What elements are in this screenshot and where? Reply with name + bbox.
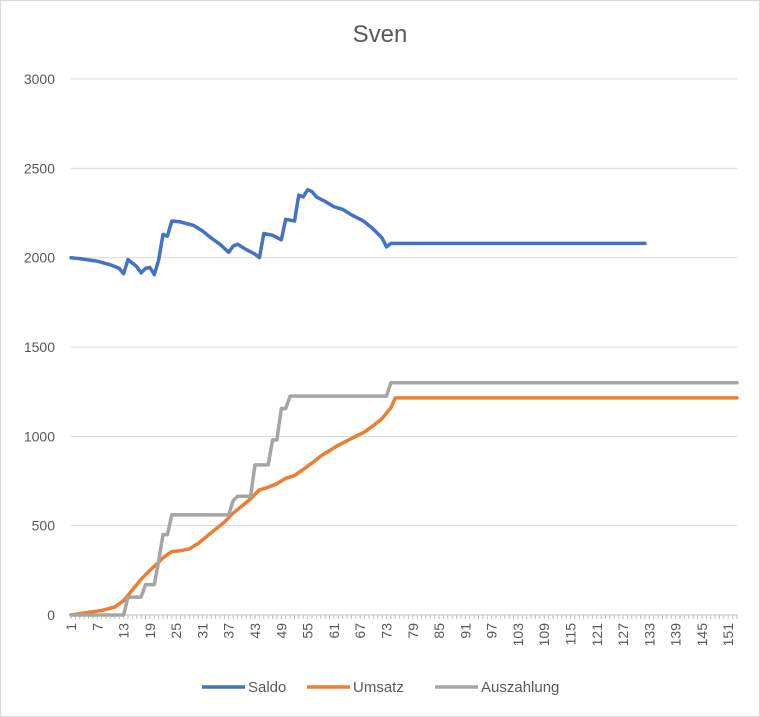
x-tick-label: 145 [694,623,710,647]
x-tick-label: 127 [615,623,631,647]
y-tick-label: 1500 [24,339,55,355]
y-tick-label: 0 [47,607,55,623]
x-tick-label: 67 [352,623,368,639]
x-tick-label: 109 [536,623,552,647]
x-tick-label: 115 [563,623,579,646]
y-tick-label: 2000 [24,250,55,266]
legend-label: Saldo [248,679,286,696]
x-tick-label: 73 [378,623,394,639]
x-tick-label: 79 [405,623,421,639]
series-line-umsatz [69,396,739,617]
x-tick-label: 91 [457,623,473,639]
legend-label: Auszahlung [481,679,559,696]
chart-title: Sven [352,21,408,48]
series-line-saldo [69,188,647,277]
x-tick-label: 43 [247,623,263,639]
x-tick-label: 49 [273,623,289,639]
x-tick-label: 133 [641,623,657,647]
x-tick-label: 103 [510,623,526,647]
x-tick-label: 97 [484,623,500,639]
x-tick-label: 25 [168,623,184,639]
legend-label: Umsatz [353,679,404,696]
x-tick-label: 139 [668,623,684,647]
x-tick-label: 151 [720,623,736,647]
x-tick-label: 19 [142,623,158,639]
x-tick-label: 61 [326,623,342,639]
x-tick-label: 31 [194,623,210,639]
x-tick-label: 55 [300,623,316,639]
series-line-auszahlung [69,380,739,617]
y-tick-label: 2500 [24,160,55,176]
x-tick-label: 121 [589,623,605,647]
x-tick-label: 37 [221,623,237,639]
y-tick-label: 1000 [24,428,55,444]
y-tick-label: 3000 [24,71,55,87]
x-tick-label: 85 [431,623,447,639]
x-tick-label: 13 [116,623,132,639]
y-tick-label: 500 [32,518,56,534]
x-tick-label: 7 [89,623,105,631]
x-tick-label: 1 [63,623,79,631]
